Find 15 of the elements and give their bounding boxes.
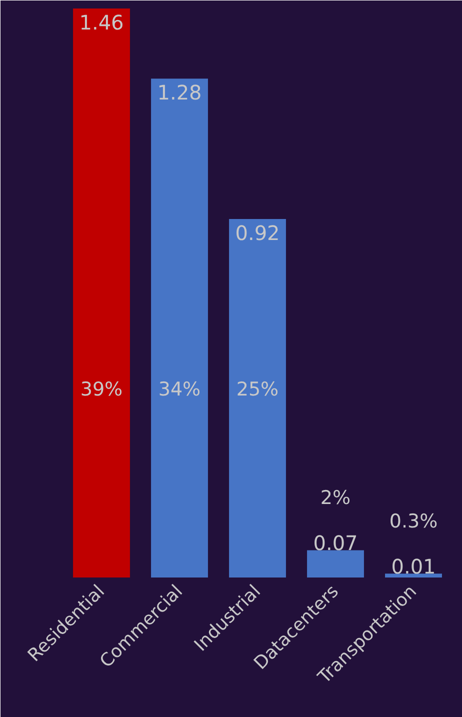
bar: [151, 78, 208, 578]
annotation: 34%: [158, 378, 201, 401]
annotation: 2%: [320, 487, 351, 510]
data-label: 1.46: [79, 10, 124, 34]
bar: [229, 218, 286, 578]
bar: [385, 574, 442, 578]
data-label: 0.07: [313, 531, 358, 556]
data-label: 1.28: [157, 80, 202, 105]
annotation: 25%: [236, 378, 279, 401]
bar: [73, 8, 130, 578]
bar: [307, 550, 364, 578]
annotation: 39%: [80, 378, 123, 401]
data-label: 0.92: [235, 220, 280, 245]
annotation: 0.3%: [389, 510, 438, 533]
data-label: 0.01: [391, 554, 436, 579]
